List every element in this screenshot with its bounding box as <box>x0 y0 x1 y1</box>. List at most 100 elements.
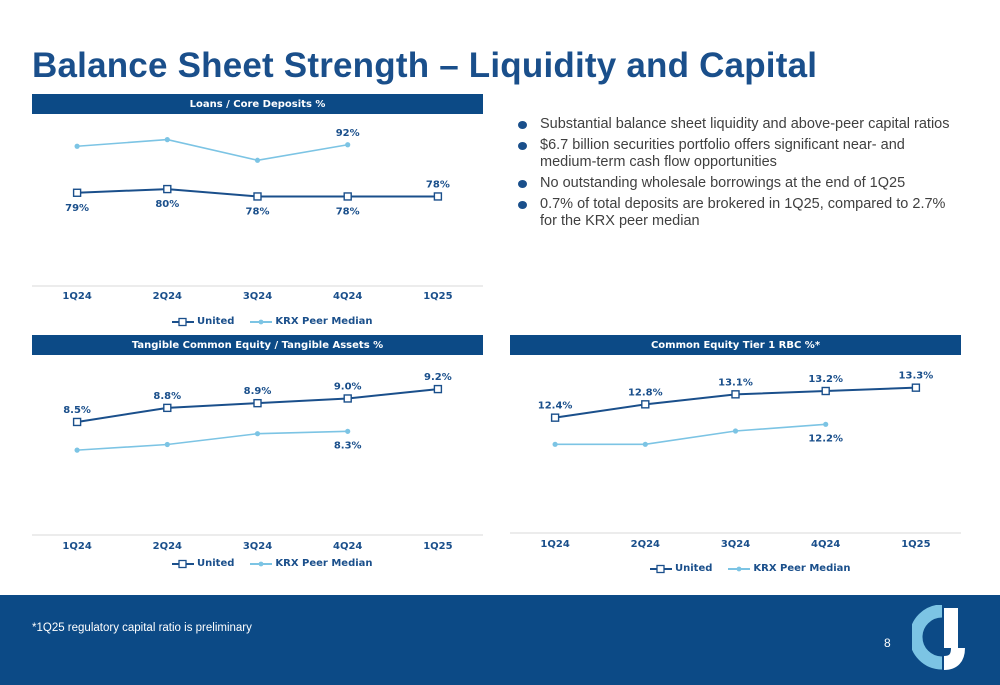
legend-united-swatch <box>172 317 194 326</box>
data-point-peer <box>345 428 351 434</box>
series-line-peer <box>555 423 826 446</box>
data-point-peer <box>254 431 261 437</box>
data-label: 8.9% <box>244 386 272 397</box>
chart-header-cet1: Common Equity Tier 1 RBC %* <box>510 335 961 355</box>
bullet-item: Substantial balance sheet liquidity and … <box>518 116 958 133</box>
data-label: 80% <box>155 199 179 210</box>
data-point-peer <box>552 441 558 447</box>
data-label: 12.4% <box>538 401 573 412</box>
x-tick-label: 1Q25 <box>423 541 452 552</box>
legend-peer-swatch <box>728 566 751 571</box>
page-number: 8 <box>884 636 891 650</box>
data-point-peer <box>74 447 80 453</box>
bullet-item: $6.7 billion securities portfolio offers… <box>518 137 958 171</box>
legend-united-swatch <box>172 559 194 568</box>
data-label: 8.5% <box>63 405 91 416</box>
legend-item-united: United <box>172 558 234 569</box>
data-label: 9.2% <box>424 372 452 383</box>
data-label: 8.8% <box>153 391 181 402</box>
legend-peer-label: KRX Peer Median <box>275 558 373 569</box>
data-point-united <box>253 192 262 201</box>
data-label: 78% <box>426 179 450 190</box>
x-tick-label: 3Q24 <box>243 291 272 302</box>
data-point-united <box>433 384 443 394</box>
data-point-united <box>163 403 172 413</box>
data-label: 8.3% <box>334 440 362 451</box>
page-title: Balance Sheet Strength – Liquidity and C… <box>32 46 818 85</box>
data-point-united <box>163 184 172 194</box>
x-tick-label: 1Q25 <box>423 291 452 302</box>
legend-peer-swatch <box>250 561 273 566</box>
data-point-peer <box>345 142 351 148</box>
chart-legend-tce-ta: United KRX Peer Median <box>172 558 373 569</box>
data-point-peer <box>823 421 829 427</box>
data-point-united <box>343 192 352 201</box>
legend-united-label: United <box>675 563 713 574</box>
bullet-dot-icon <box>518 201 527 209</box>
legend-item-united: United <box>650 563 712 574</box>
x-tick-label: 1Q24 <box>62 291 91 302</box>
chart-header-tce-ta: Tangible Common Equity / Tangible Assets… <box>32 335 483 355</box>
data-point-united <box>641 400 650 409</box>
bullet-dot-icon <box>518 121 527 129</box>
legend-peer-label: KRX Peer Median <box>275 316 373 327</box>
x-tick-label: 3Q24 <box>721 539 750 550</box>
x-tick-label: 3Q24 <box>243 541 272 552</box>
data-point-united <box>72 417 82 427</box>
series-line-peer <box>77 430 348 451</box>
data-label: 12.2% <box>808 433 843 444</box>
legend-united-swatch <box>650 564 672 573</box>
data-point-peer <box>254 157 261 163</box>
legend-item-peer: KRX Peer Median <box>250 558 373 569</box>
data-point-united <box>253 398 262 408</box>
chart-tce-ta: 1Q24 2Q24 3Q24 4Q24 1Q25 8.5% 8.8% 8.9% 9.0% 9.2%… <box>32 372 483 552</box>
data-label: 92% <box>336 128 360 139</box>
data-label: 12.8% <box>628 387 663 398</box>
legend-item-peer: KRX Peer Median <box>250 316 373 327</box>
bullet-dot-icon <box>518 180 527 188</box>
x-tick-label: 4Q24 <box>811 539 840 550</box>
x-tick-label: 4Q24 <box>333 291 362 302</box>
x-tick-label: 1Q24 <box>540 539 569 550</box>
legend-peer-label: KRX Peer Median <box>753 563 851 574</box>
data-label: 9.0% <box>334 381 362 392</box>
x-tick-label: 2Q24 <box>631 539 660 550</box>
data-label: 13.2% <box>808 374 843 385</box>
legend-united-label: United <box>197 316 235 327</box>
chart-legend-loans-deposits: United KRX Peer Median <box>172 316 373 327</box>
chart-cet1: 1Q24 2Q24 3Q24 4Q24 1Q25 12.4% 12.8% 13.1% 13.2%… <box>510 371 961 550</box>
chart-header-loans-deposits: Loans / Core Deposits % <box>32 94 483 114</box>
data-label: 78% <box>336 206 360 217</box>
legend-item-peer: KRX Peer Median <box>728 563 851 574</box>
chart-loans-deposits: 1Q24 2Q24 3Q24 4Q24 1Q25 79% 80% 78% 78% 78% 92% <box>32 128 483 302</box>
x-tick-label: 1Q24 <box>62 541 91 552</box>
bullet-dot-icon <box>518 142 527 150</box>
data-point-peer <box>164 137 170 143</box>
bullet-item: 0.7% of total deposits are brokered in 1… <box>518 196 958 230</box>
data-point-peer <box>642 441 648 447</box>
footer-band: *1Q25 regulatory capital ratio is prelim… <box>0 595 1000 685</box>
x-tick-label: 2Q24 <box>153 541 182 552</box>
legend-item-united: United <box>172 316 234 327</box>
data-point-united <box>731 390 740 399</box>
x-tick-label: 4Q24 <box>333 541 362 552</box>
data-point-united <box>911 383 921 392</box>
x-tick-label: 1Q25 <box>901 539 930 550</box>
data-point-peer <box>164 441 170 448</box>
data-label: 13.1% <box>718 377 753 388</box>
data-point-peer <box>74 143 80 149</box>
x-tick-label: 2Q24 <box>153 291 182 302</box>
legend-peer-swatch <box>250 319 273 324</box>
data-point-united <box>550 413 560 422</box>
data-point-united <box>821 386 830 396</box>
bullet-item: No outstanding wholesale borrowings at t… <box>518 175 958 192</box>
data-label: 13.3% <box>899 371 934 382</box>
series-line-peer <box>77 138 348 162</box>
data-label: 78% <box>246 206 270 217</box>
legend-united-label: United <box>197 558 235 569</box>
data-point-united <box>343 394 352 403</box>
company-logo-icon <box>912 605 965 670</box>
data-point-peer <box>732 428 739 434</box>
chart-legend-cet1: United KRX Peer Median <box>650 563 851 574</box>
data-point-united <box>433 192 443 201</box>
